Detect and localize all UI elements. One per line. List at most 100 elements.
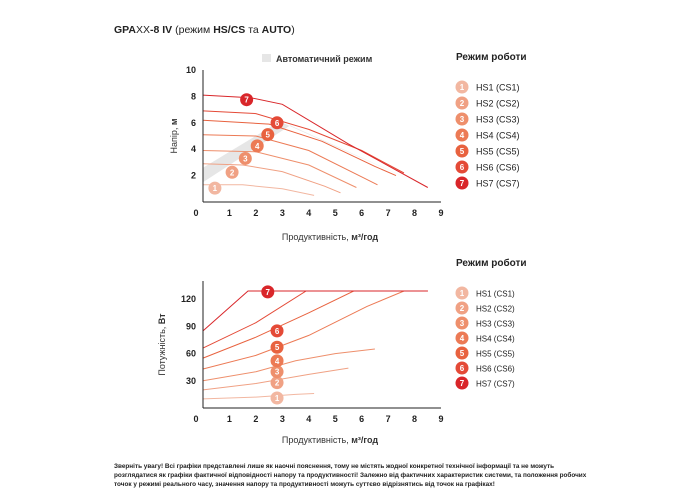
legend-item-label: HS2 (CS2) — [476, 305, 515, 314]
mode-marker-5 — [270, 340, 284, 354]
y-tick-label: 4 — [191, 144, 196, 154]
series-line-mode-5 — [202, 119, 397, 177]
x-tick-label: 2 — [253, 208, 258, 218]
mode-marker-number: 7 — [266, 288, 271, 297]
legend-marker-number: 6 — [460, 364, 465, 373]
mode-marker-3 — [270, 365, 284, 379]
series-line-mode-7 — [202, 94, 429, 188]
legend-item-label: HS3 (CS3) — [476, 320, 515, 329]
mode-marker-number: 3 — [243, 154, 248, 163]
x-tick-label: 0 — [193, 208, 198, 218]
mode-marker-3 — [238, 151, 252, 165]
mode-marker-number: 4 — [255, 142, 260, 151]
legend-bottom: Режим роботи 1 HS1 (CS1) 2 HS2 (CS2) 3 HS3 (CS… — [455, 257, 527, 390]
series-line-mode-3 — [202, 348, 375, 382]
mode-marker-number: 2 — [275, 379, 280, 388]
mode-marker-4 — [250, 139, 264, 153]
mode-marker-number: 1 — [213, 184, 218, 193]
legend-marker-6 — [455, 160, 469, 174]
x-tick-label: 3 — [280, 414, 285, 424]
y-tick-label: 6 — [191, 118, 196, 128]
mode-marker-number: 3 — [275, 368, 280, 377]
auto-mode-swatch — [262, 54, 271, 62]
mode-marker-number: 5 — [275, 343, 280, 352]
mode-marker-6 — [270, 324, 284, 338]
mode-marker-1 — [208, 181, 222, 195]
legend-marker-number: 4 — [460, 334, 465, 343]
x-tick-label: 4 — [306, 208, 311, 218]
legend-marker-2 — [455, 301, 469, 315]
power-chart: 0 1 2 3 4 5 6 7 8 9 30 60 90 120 Продуктивність, м³/го… — [157, 281, 444, 445]
x-tick-label: 7 — [386, 208, 391, 218]
legend-item-label: HS3 (CS3) — [476, 115, 520, 125]
legend-marker-number: 2 — [460, 99, 465, 108]
y-tick-label: 2 — [191, 171, 196, 181]
legend-item-label: HS4 (CS4) — [476, 131, 520, 141]
series-line-mode-6 — [202, 110, 405, 174]
legend-item-label: HS7 (CS7) — [476, 380, 515, 389]
legend-marker-5 — [455, 144, 469, 158]
y-axis-label: Напір, м — [169, 118, 179, 153]
y-axis-label: Потужність, Вт — [157, 313, 167, 376]
legend-item-label: HS1 (CS1) — [476, 83, 520, 93]
disclaimer-text: Зверніть увагу! Всі графіки представлені… — [114, 463, 587, 488]
legend-marker-1 — [455, 80, 469, 94]
legend-item-label: HS6 (CS6) — [476, 163, 520, 173]
x-tick-label: 3 — [280, 208, 285, 218]
x-axis-unit: м³/год — [351, 435, 378, 445]
legend-marker-4 — [455, 128, 469, 142]
y-tick-label: 90 — [186, 321, 196, 331]
mode-marker-number: 1 — [275, 394, 280, 403]
mode-marker-6 — [270, 116, 284, 130]
legend-item-label: HS5 (CS5) — [476, 147, 520, 157]
x-tick-label: 2 — [253, 414, 258, 424]
x-tick-label: 4 — [306, 414, 311, 424]
series-line-mode-7 — [202, 290, 428, 332]
legend-item-label: HS7 (CS7) — [476, 179, 520, 189]
x-tick-label: 9 — [438, 208, 443, 218]
legend-marker-number: 4 — [460, 131, 465, 140]
y-tick-label: 30 — [186, 376, 196, 386]
legend-item-label: HS2 (CS2) — [476, 99, 520, 109]
legend-marker-3 — [455, 112, 469, 126]
mode-marker-number: 4 — [275, 357, 280, 366]
legend-marker-number: 7 — [460, 379, 465, 388]
legend-marker-number: 3 — [460, 319, 465, 328]
mode-marker-2 — [225, 165, 239, 179]
legend-marker-number: 3 — [460, 115, 465, 124]
legend-marker-7 — [455, 376, 469, 390]
x-tick-label: 6 — [359, 208, 364, 218]
mode-marker-number: 2 — [230, 168, 235, 177]
series-line-mode-6 — [202, 290, 428, 349]
x-tick-label: 1 — [227, 414, 232, 424]
x-tick-label: 5 — [333, 208, 338, 218]
mode-marker-4 — [270, 354, 284, 368]
mode-marker-number: 6 — [275, 119, 280, 128]
x-axis-label: Продуктивність, м³/год — [282, 232, 378, 242]
auto-mode-area — [203, 121, 428, 188]
mode-marker-number: 6 — [275, 327, 280, 336]
series-line-mode-4 — [202, 134, 378, 186]
legend-top: Режим роботи 1 HS1 (CS1) 2 HS2 (CS2) 3 HS3 (CS… — [455, 51, 527, 190]
mode-marker-7 — [261, 285, 275, 299]
legend-item-label: HS5 (CS5) — [476, 350, 515, 359]
legend-marker-6 — [455, 361, 469, 375]
legend-marker-5 — [455, 346, 469, 360]
x-tick-label: 1 — [227, 208, 232, 218]
mode-marker-1 — [270, 391, 284, 405]
legend-marker-number: 2 — [460, 304, 465, 313]
x-tick-label: 0 — [193, 414, 198, 424]
y-axis-unit: м — [169, 118, 179, 125]
legend-marker-number: 1 — [460, 83, 465, 92]
page-title: GPAXX-8 IV (режим HS/CS та AUTO) — [114, 24, 295, 36]
series-line-mode-1 — [202, 393, 315, 400]
x-tick-label: 8 — [412, 414, 417, 424]
legend-marker-3 — [455, 316, 469, 330]
series-line-mode-3 — [202, 150, 357, 188]
y-tick-label: 60 — [186, 349, 196, 359]
legend-item-label: HS4 (CS4) — [476, 335, 515, 344]
y-axis-unit: Вт — [157, 313, 167, 324]
x-tick-label: 7 — [386, 414, 391, 424]
